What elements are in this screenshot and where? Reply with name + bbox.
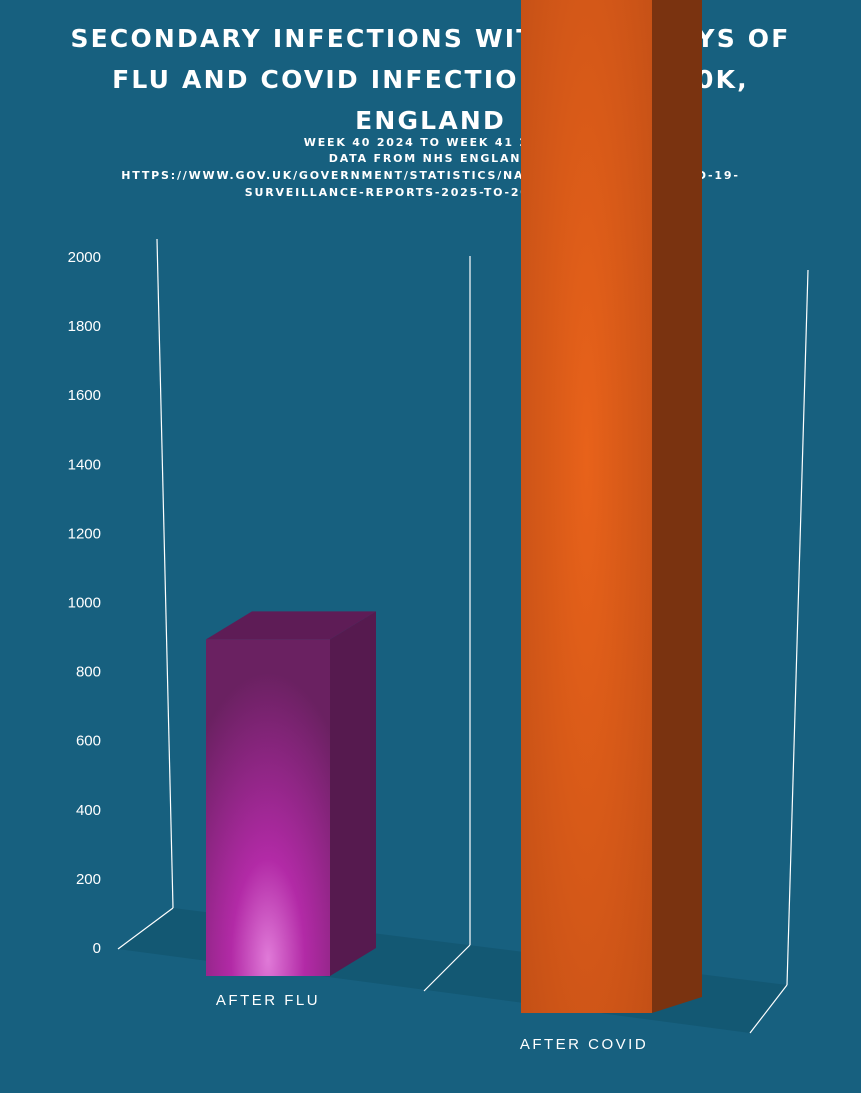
- bar-front-face: [206, 639, 330, 976]
- y-tick-label: 1800: [68, 318, 101, 335]
- y-tick-label: 600: [76, 733, 101, 750]
- x-category-label: AFTER FLU: [216, 992, 320, 1009]
- x-category-label: AFTER COVID: [520, 1036, 648, 1053]
- y-tick-label: 2000: [68, 249, 101, 266]
- y-tick-label: 200: [76, 871, 101, 888]
- bar-side-face: [652, 0, 702, 1013]
- bar-side-face: [330, 611, 376, 976]
- y-tick-label: 1200: [68, 525, 101, 542]
- y-tick-label: 400: [76, 802, 101, 819]
- wall-line-left: [156, 238, 174, 909]
- floor-edge-middle: [423, 944, 471, 992]
- wall-line-right: [786, 269, 809, 986]
- chart-subtitle-line-1: WEEK 40 2024 TO WEEK 41 2025: [303, 136, 558, 149]
- y-tick-label: 800: [76, 664, 101, 681]
- bar-after-covid: [521, 0, 702, 1013]
- chart-subtitle-line-2: DATA FROM NHS ENGLAND: [328, 152, 533, 165]
- y-tick-label: 1600: [68, 387, 101, 404]
- y-tick-label: 0: [93, 940, 101, 957]
- y-tick-label: 1400: [68, 456, 101, 473]
- floor-edge-right: [749, 984, 788, 1034]
- y-tick-label: 1000: [68, 595, 101, 612]
- bar-front-face: [521, 0, 652, 1013]
- floor-edge-left: [117, 907, 174, 950]
- bar-after-flu: [206, 611, 376, 976]
- bar-top-face: [206, 611, 376, 640]
